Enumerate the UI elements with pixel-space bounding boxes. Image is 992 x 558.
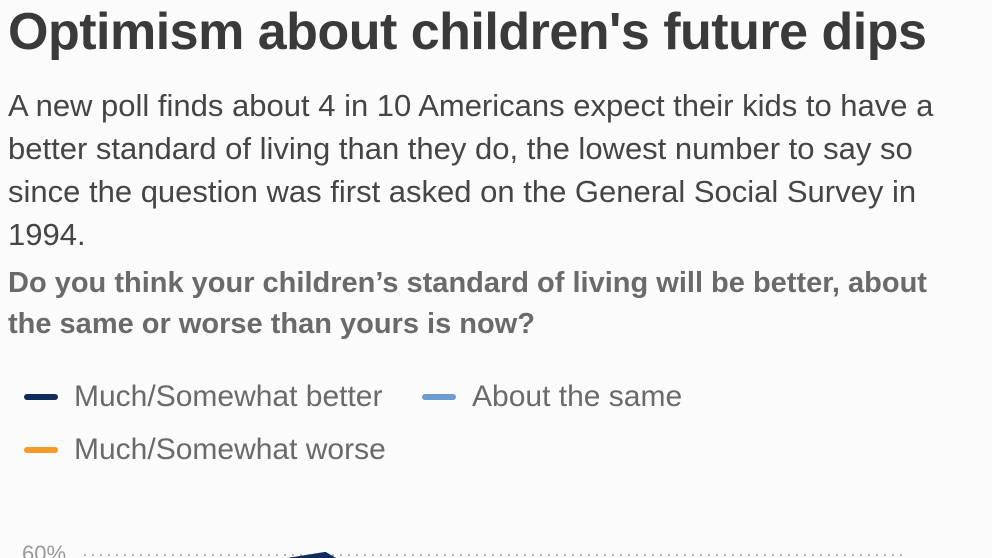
y-tick-label: 60% [22,541,66,558]
y-axis-ticks: 60% [22,541,66,558]
legend-label-same: About the same [472,380,683,413]
legend-swatch-same [422,394,456,400]
chart-title: Optimism about children's future dips [8,3,927,61]
line-chart: 60% [22,541,905,558]
legend-label-worse: Much/Somewhat worse [74,433,386,466]
legend-item-worse: Much/Somewhat worse [24,433,386,467]
chart-series [286,552,337,558]
legend-swatch-worse [24,447,58,453]
survey-question: Do you think your children’s standard of… [8,267,927,340]
chart-subtitle: A new poll finds about 4 in 10 Americans… [8,88,934,252]
legend-label-better: Much/Somewhat better [74,380,383,413]
series-line-better [286,552,337,558]
legend-item-same: About the same [422,380,682,414]
legend-swatch-better [24,394,58,400]
legend-item-better: Much/Somewhat better [24,380,382,414]
